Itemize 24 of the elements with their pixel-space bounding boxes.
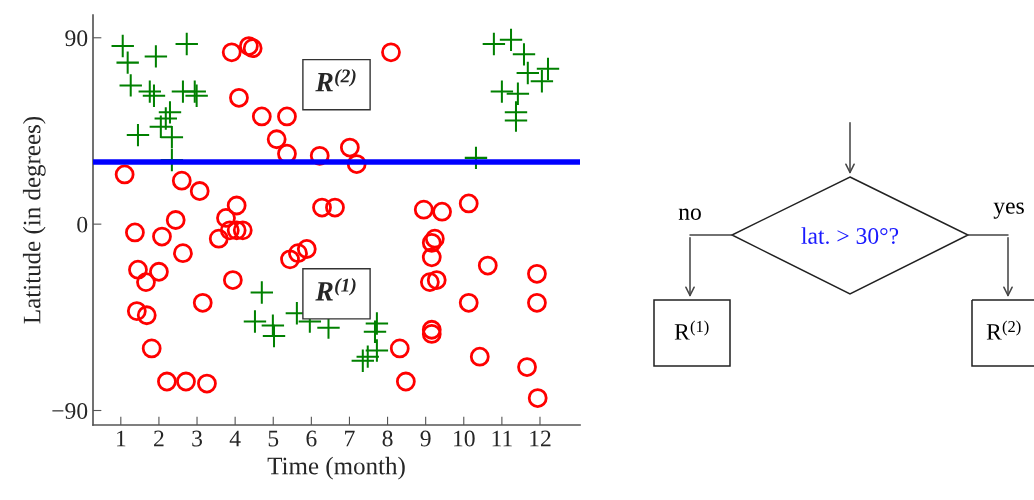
x-tick-label: 7 <box>345 430 355 447</box>
x-tick-label: 10 <box>454 430 475 447</box>
y-tick-label: −90 <box>52 403 88 419</box>
text: lat. > 30°? <box>801 227 899 245</box>
x-tick-label: 11 <box>492 430 512 447</box>
x-tick-label: 2 <box>154 430 164 447</box>
annotation: R$^{(2)}$ <box>315 68 356 92</box>
y-tick-label: 0 <box>77 216 88 233</box>
x-tick-label: 3 <box>192 430 203 447</box>
x-axis-title: Time (month) <box>267 456 405 480</box>
text: R$^{(2)}$ <box>986 320 1021 340</box>
x-tick-label: 12 <box>530 430 551 447</box>
x-tick-label: 8 <box>382 430 393 447</box>
x-tick-label: 9 <box>420 430 431 447</box>
y-axis-title: Latitude (in degrees) <box>22 116 46 324</box>
text: no <box>678 208 701 220</box>
x-tick-label: 6 <box>306 430 317 447</box>
x-tick-label: 4 <box>229 430 241 447</box>
text: yes <box>993 202 1024 219</box>
x-tick-label: 1 <box>116 430 126 447</box>
text: R$^{(1)}$ <box>674 320 709 340</box>
annotation: R$^{(1)}$ <box>315 277 356 301</box>
x-tick-label: 5 <box>268 430 279 447</box>
y-tick-label: 90 <box>65 30 88 47</box>
